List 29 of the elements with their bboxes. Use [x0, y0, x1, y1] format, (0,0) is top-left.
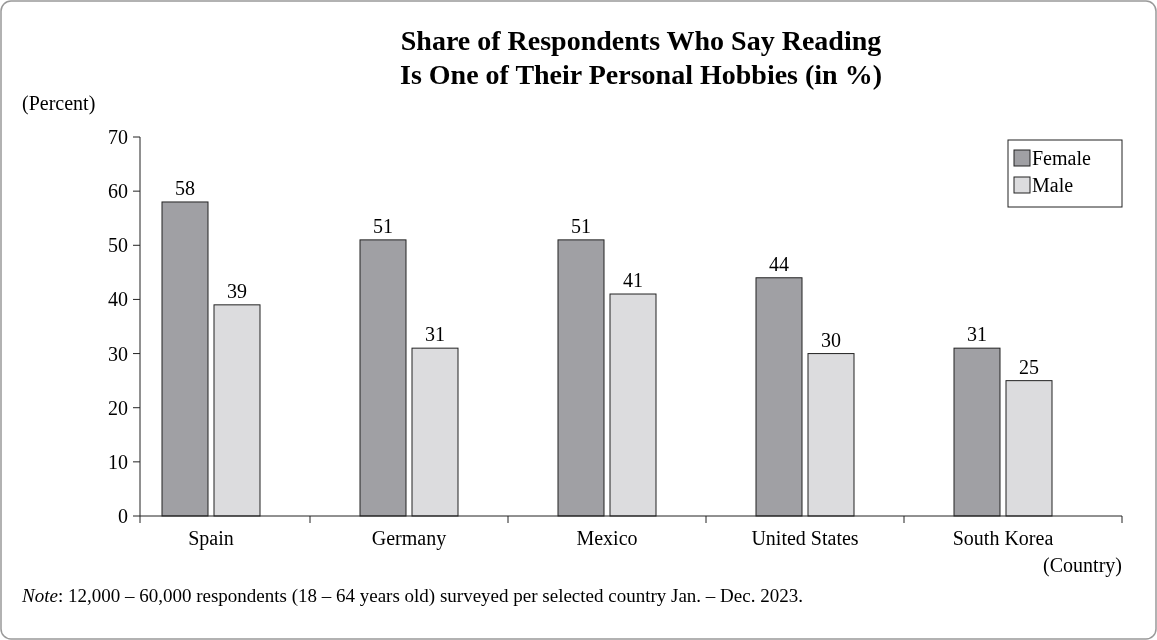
y-tick-label: 50: [108, 234, 128, 257]
data-label: 31: [425, 323, 445, 346]
y-tick-label: 10: [108, 450, 128, 473]
data-label: 30: [821, 328, 841, 351]
legend-label: Female: [1032, 147, 1091, 169]
data-label: 58: [175, 176, 195, 199]
data-label: 41: [623, 269, 643, 292]
y-tick-label: 0: [118, 505, 128, 527]
y-tick-label: 60: [108, 180, 128, 203]
y-tick-label: 20: [108, 396, 128, 419]
y-tick-label: 70: [108, 126, 128, 148]
data-label: 31: [967, 323, 987, 346]
x-tick-label: United States: [751, 527, 859, 549]
chart-title: Share of Respondents Who Say Reading Is One of Their Personal Hobbies (in %): [399, 25, 883, 90]
text: Note: 12,000 – 60,000 respondents (18 – 64 years old) surveyed per selected country Jan. – Dec. 2023.: [21, 585, 803, 607]
data-label: 25: [1019, 355, 1039, 378]
y-tick-label: 30: [108, 342, 128, 365]
data-label: 51: [571, 214, 591, 237]
data-label: 44: [769, 252, 789, 275]
y-tick-label: 40: [108, 288, 128, 311]
data-label: 51: [373, 214, 393, 237]
x-axis-title: (Country): [1043, 554, 1122, 577]
legend-label: Male: [1032, 174, 1074, 196]
y-axis-title: (Percent): [22, 92, 96, 115]
x-tick-label: Spain: [188, 527, 234, 550]
data-label: 39: [227, 279, 247, 302]
x-tick-label: Germany: [371, 527, 447, 550]
x-tick-label: Mexico: [576, 527, 638, 549]
x-tick-label: South Korea: [952, 527, 1054, 549]
